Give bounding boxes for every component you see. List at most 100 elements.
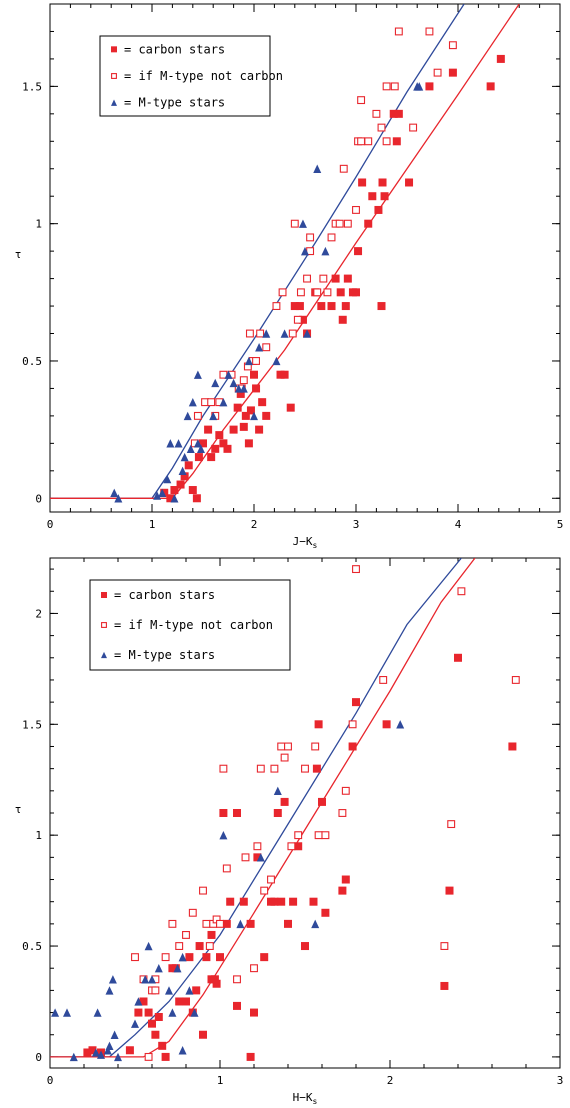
plot-frame	[49, 3, 561, 513]
mtype-star-point	[114, 1052, 122, 1062]
mtype-star-point	[166, 439, 175, 448]
carbon-star-point	[239, 422, 248, 431]
if-mtype-point	[175, 942, 184, 950]
if-mtype-point	[256, 329, 265, 338]
carbon-star-point	[338, 315, 347, 324]
carbon-star-point	[151, 1030, 160, 1039]
carbon-star-point	[380, 192, 389, 201]
carbon-star-point	[374, 205, 383, 214]
mtype-star-point	[255, 343, 264, 352]
if-mtype-point	[222, 864, 231, 873]
if-mtype-point	[343, 219, 352, 228]
carbon-star-point	[314, 720, 323, 729]
mtype-star-point	[303, 329, 312, 338]
if-mtype-point	[321, 831, 330, 840]
carbon-star-point	[377, 302, 386, 311]
mtype-star-point	[105, 1041, 114, 1051]
mtype-star-point	[209, 411, 218, 421]
mtype-star-point	[298, 219, 307, 228]
if-mtype-point	[352, 565, 360, 574]
mtype-star-point	[301, 246, 309, 256]
carbon-star-point	[207, 930, 216, 939]
mtype-star-point	[168, 1008, 177, 1017]
mtype-star-point	[396, 720, 405, 729]
carbon-star-point	[312, 764, 321, 773]
mtype-star-point	[244, 356, 253, 366]
y-axis-title: τ	[15, 803, 22, 816]
mtype-star-point	[190, 1008, 199, 1017]
carbon-star-point	[211, 444, 220, 453]
if-mtype-point	[447, 820, 456, 829]
legend-label: = carbon stars	[124, 42, 225, 56]
carbon-star-point	[226, 897, 235, 906]
carbon-star-point	[182, 997, 190, 1006]
if-mtype-point	[168, 919, 177, 928]
if-mtype-point	[357, 96, 366, 105]
y-tick-label: 1	[35, 829, 42, 842]
mtype-star-point	[173, 964, 182, 973]
if-mtype-point	[256, 764, 265, 773]
mtype-star-point	[144, 941, 153, 951]
carbon-star-point	[348, 742, 357, 751]
carbon-star-point	[309, 897, 318, 906]
if-mtype-point	[348, 720, 357, 729]
if-mtype-point	[294, 831, 303, 840]
if-mtype-point	[131, 953, 139, 962]
carbon-star-point	[161, 1052, 170, 1061]
mtype-star-point	[183, 411, 192, 421]
carbon-star-point	[134, 1008, 143, 1017]
carbon-star-point	[295, 302, 304, 311]
carbon-star-point	[317, 302, 326, 311]
carbon-star-point	[301, 942, 309, 951]
carbon-star-point	[273, 809, 282, 817]
if-mtype-point	[364, 137, 373, 146]
mtype-star-point	[108, 975, 117, 984]
carbon-star-point	[331, 274, 340, 283]
if-mtype-point	[207, 398, 216, 407]
if-mtype-point	[319, 274, 328, 283]
if-mtype-point	[277, 742, 286, 751]
legend-label: = if M-type not carbon	[124, 69, 283, 83]
mtype-star-point	[262, 329, 271, 338]
if-mtype-point	[287, 842, 296, 851]
carbon-star-point	[290, 302, 299, 311]
if-mtype-point	[219, 764, 228, 773]
mtype-star-point	[280, 329, 289, 338]
y-tick-label: 0	[35, 1051, 42, 1064]
carbon-star-point	[195, 942, 204, 951]
y-tick-label: 1.5	[22, 80, 42, 93]
carbon-star-point	[392, 137, 401, 146]
carbon-star-point	[382, 720, 391, 729]
if-mtype-point	[233, 975, 241, 984]
carbon-star-point	[184, 461, 193, 470]
carbon-star-point	[289, 897, 298, 906]
if-mtype-point	[245, 329, 254, 338]
if-mtype-point	[301, 764, 309, 773]
if-mtype-point	[382, 137, 391, 146]
mtype-star-point	[141, 975, 150, 984]
x-tick-label: 0	[47, 518, 54, 531]
carbon-star-point	[318, 797, 326, 806]
if-mtype-point	[313, 288, 322, 297]
if-mtype-point	[352, 205, 360, 214]
carbon-star-point	[175, 997, 184, 1006]
carbon-star-point	[202, 953, 211, 962]
mtype-star-point	[51, 1008, 60, 1017]
mtype-star-point	[415, 82, 424, 91]
carbon-star-point	[425, 82, 434, 91]
carbon-star-point	[180, 472, 189, 481]
if-mtype-point	[270, 764, 279, 773]
legend-marker	[111, 46, 117, 53]
carbon-star-point	[294, 842, 303, 851]
if-mtype-point	[241, 853, 250, 862]
if-mtype-point	[182, 931, 190, 939]
mtype-star-point	[105, 986, 114, 995]
carbon-star-point	[207, 453, 216, 462]
legend-box	[89, 579, 291, 671]
carbon-star-point	[440, 981, 449, 990]
x-axis-title: J−Ks	[293, 535, 318, 550]
mtype-star-point	[229, 378, 238, 388]
mtype-star-point	[180, 452, 189, 462]
if-mtype-point	[433, 68, 442, 77]
carbon-star-point	[233, 809, 241, 817]
